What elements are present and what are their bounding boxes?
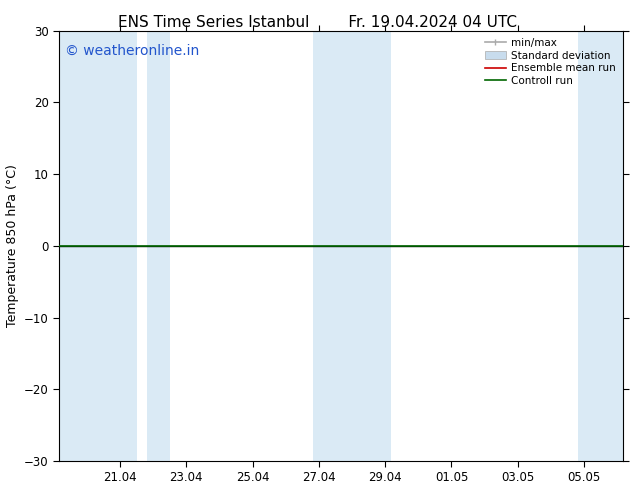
Legend: min/max, Standard deviation, Ensemble mean run, Controll run: min/max, Standard deviation, Ensemble me… [482,36,618,88]
Bar [148,31,170,461]
Bar [59,31,136,461]
Bar [578,31,623,461]
Text: ENS Time Series Istanbul        Fr. 19.04.2024 04 UTC: ENS Time Series Istanbul Fr. 19.04.2024 … [117,15,517,30]
Bar [313,31,346,461]
Bar [346,31,391,461]
Y-axis label: Temperature 850 hPa (°C): Temperature 850 hPa (°C) [6,165,18,327]
Text: © weatheronline.in: © weatheronline.in [65,44,199,58]
